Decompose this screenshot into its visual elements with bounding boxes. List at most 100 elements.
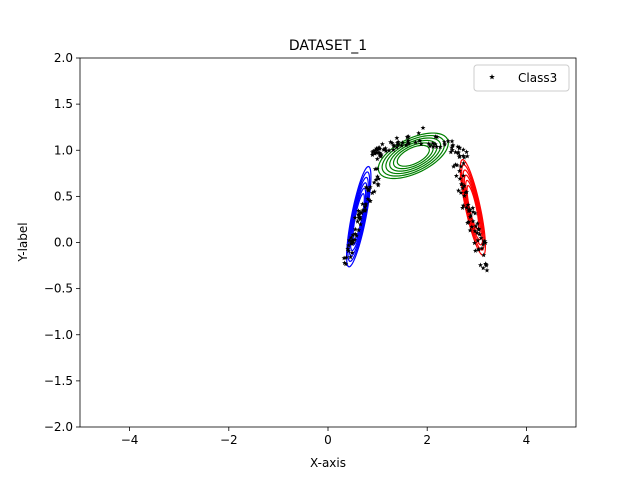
scatter-point (399, 140, 405, 145)
scatter-point (455, 144, 461, 149)
scatter-point (379, 141, 385, 147)
scatter-point (442, 141, 448, 147)
scatter-point (453, 173, 459, 179)
contour-line (389, 139, 438, 172)
scatter-point (383, 148, 389, 154)
scatter-point (371, 189, 377, 194)
scatter-point (363, 201, 369, 207)
scatter-point (457, 168, 462, 174)
scatter-point (455, 150, 461, 156)
scatter-point (365, 196, 371, 202)
contour-line (385, 137, 442, 175)
x-tick-label: 4 (523, 433, 531, 447)
scatter-point (430, 144, 436, 149)
scatter-point (367, 184, 373, 190)
scatter-point (367, 198, 373, 204)
scatter-point (427, 143, 433, 149)
scatter-point (406, 141, 412, 146)
scatter-point (449, 147, 455, 153)
scatter-point (474, 230, 480, 236)
scatter-point (370, 148, 376, 154)
scatter-point (359, 210, 364, 216)
scatter-point (346, 242, 352, 248)
scatter-point (460, 205, 466, 210)
scatter-point (388, 139, 394, 145)
scatter-point (450, 142, 456, 148)
scatter-point (390, 147, 396, 153)
scatter-point (356, 227, 362, 233)
scatter-point (352, 237, 358, 242)
scatter-point (465, 202, 471, 207)
scatter-point (453, 162, 458, 167)
scatter-point (372, 166, 378, 172)
scatter-point (483, 262, 489, 267)
contour-line (392, 142, 434, 170)
scatter-point (461, 183, 467, 188)
scatter-point (482, 240, 488, 246)
contour-line (459, 159, 487, 256)
legend-box (473, 64, 570, 92)
contour-line (345, 165, 372, 268)
scatter-point (437, 144, 443, 150)
scatter-point (460, 147, 466, 152)
scatter-point (420, 125, 426, 131)
scatter-point (403, 142, 409, 148)
scatter-point (394, 144, 400, 150)
y-tick-label: 0.0 (54, 236, 73, 250)
scatter-point (373, 177, 379, 182)
legend-marker-star (489, 74, 495, 80)
scatter-point (405, 138, 411, 143)
scatter-point (369, 152, 375, 158)
scatter-point (475, 220, 481, 226)
scatter-point (345, 248, 351, 254)
scatter-point (416, 130, 422, 136)
scatter-point (389, 140, 395, 146)
y-axis-ticks: −2.0 −1.5 −1.0 −0.5 0.0 0.5 1.0 1.5 2.0 (44, 51, 80, 434)
scatter-point (405, 134, 411, 139)
y-tick-label: −1.5 (44, 374, 73, 388)
scatter-point (341, 255, 347, 261)
scatter-point (352, 226, 358, 232)
scatter-point (456, 188, 461, 193)
scatter-point (475, 237, 481, 243)
scatter-point (458, 190, 464, 195)
scatter-point (356, 215, 362, 220)
y-tick-label: 1.0 (54, 143, 73, 157)
scatter-point (349, 250, 355, 255)
scatter-point (470, 218, 476, 224)
scatter-point (453, 149, 458, 155)
scatter-point (461, 160, 467, 166)
scatter-point (460, 203, 466, 208)
scatter-point (383, 145, 388, 151)
contour-line (460, 164, 485, 251)
legend-label: Class3 (518, 71, 557, 85)
scatter-point (356, 212, 362, 218)
contour-line (377, 132, 449, 180)
scatter-point (449, 144, 455, 150)
scatter-point (356, 208, 361, 213)
axes-frame (79, 57, 577, 428)
x-tick-label: −2 (220, 433, 238, 447)
scatter-point (362, 207, 368, 213)
scatter-point (441, 139, 447, 145)
scatter-point (449, 138, 455, 144)
scatter-point (454, 162, 460, 168)
scatter-point (381, 147, 387, 152)
contour-group-1 (377, 132, 449, 180)
scatter-point (461, 193, 467, 198)
scatter-point (465, 220, 471, 225)
x-tick-label: 0 (324, 433, 332, 447)
scatter-point (357, 216, 363, 222)
scatter-point (375, 182, 381, 188)
scatter-point (466, 219, 472, 225)
scatter-point (348, 240, 354, 246)
scatter-point (456, 154, 462, 160)
scatter-cluster-0 (341, 166, 382, 267)
scatter-point (464, 189, 470, 195)
x-axis-label: X-axis (310, 456, 346, 470)
scatter-point (434, 144, 440, 149)
scatter-point (345, 246, 351, 251)
scatter-point (375, 174, 380, 179)
